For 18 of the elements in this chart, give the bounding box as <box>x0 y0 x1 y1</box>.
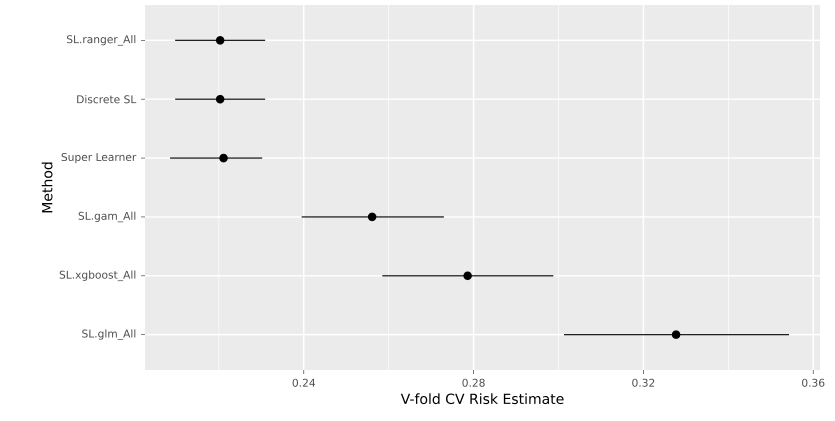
y-tick-label: Super Learner <box>62 152 136 164</box>
x-tick-label: 0.36 <box>802 378 824 387</box>
y-tick-label: SL.gam_All <box>78 212 136 222</box>
point <box>216 94 224 104</box>
y-tick-label: Discrete SL <box>77 95 136 104</box>
point <box>463 272 472 280</box>
point <box>368 212 376 222</box>
x-axis-title: V-fold CV Risk Estimate <box>400 393 564 404</box>
x-tick-label: 0.24 <box>292 378 316 387</box>
point <box>219 154 228 162</box>
point <box>216 36 224 45</box>
y-axis-title: Method <box>42 162 52 212</box>
x-tick-label: 0.32 <box>632 378 654 387</box>
point <box>672 330 680 339</box>
x-tick-label: 0.28 <box>462 378 485 387</box>
y-tick-label: SL.xgboost_All <box>60 270 136 282</box>
y-tick-label: SL.ranger_All <box>66 35 136 46</box>
y-tick-label: SL.glm_All <box>82 329 136 340</box>
